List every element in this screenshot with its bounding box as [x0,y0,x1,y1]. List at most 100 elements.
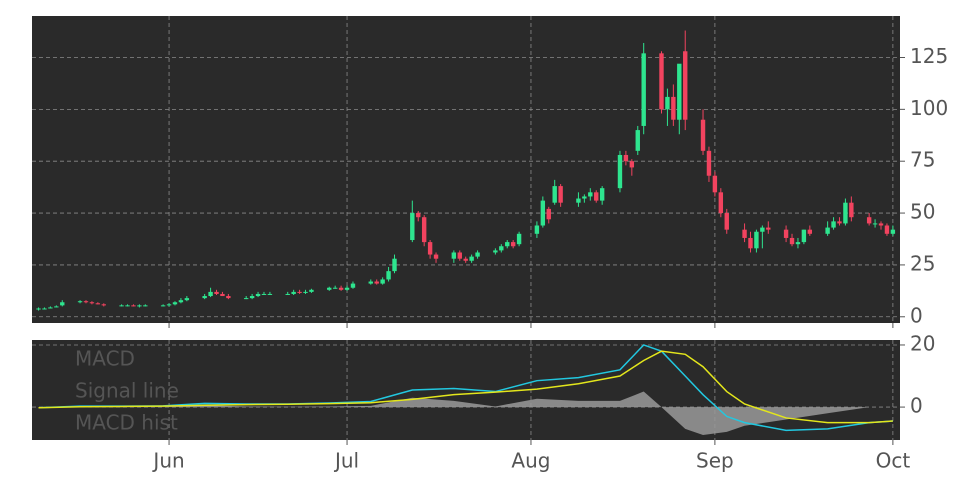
y-tick-label: 0 [910,394,923,418]
candle-body [427,242,433,255]
candle-body [795,242,801,245]
candle-body [261,293,267,295]
candle-body [255,293,261,297]
candle-body [677,63,682,120]
candle-body [843,202,848,224]
candle-body [83,301,89,303]
candle-body [344,287,350,290]
legend-entry: MACD [75,347,135,371]
candle-body [712,175,718,193]
candle-body [184,298,190,301]
candle-body [297,291,302,293]
candle-body [623,154,629,162]
candle-body [327,287,332,290]
candle-body [825,227,830,234]
candle-body [801,229,807,243]
candle-body [77,301,83,303]
candle-body [866,217,872,224]
x-tick-label: Sep [696,449,734,473]
candle-body [303,291,308,293]
candle-body [505,242,510,247]
candle-body [131,305,136,307]
y-tick-label: 50 [910,200,935,224]
candle-body [641,53,646,126]
candle-body [208,291,213,297]
candle-body [89,302,95,304]
candle-body [451,252,457,259]
candle-body [350,283,356,288]
candle-body [380,279,385,284]
candle-body [220,293,225,297]
candle-body [166,304,172,306]
candle-body [137,305,142,307]
legend-entry: Signal line [75,379,179,403]
candle-body [143,305,148,307]
candle-body [368,281,373,284]
candle-body [617,154,623,189]
candle-body [457,252,462,259]
candle-body [267,293,273,295]
candle-body [160,305,166,307]
price-panel [32,16,900,323]
candle-body [807,229,813,234]
candle-body [291,291,296,294]
candle-body [48,307,53,309]
candle-body [724,213,729,230]
candle-body [594,192,599,201]
candle-body [243,298,249,300]
candle-body [338,287,344,290]
candle-body [671,96,676,120]
candle-body [599,188,605,201]
candle-body [249,296,255,299]
candle-body [285,293,290,295]
legend-entry: MACD hist [75,411,178,435]
hist-area [38,391,893,436]
candle-body [576,198,581,203]
candle-body [718,192,724,214]
candle-body [884,225,890,234]
y-tick-label: 100 [910,96,948,120]
candle-body [386,271,391,280]
candle-body [546,208,551,220]
candle-body [706,150,712,176]
candle-body [742,229,747,238]
candle-body [510,242,516,247]
candle-body [588,192,593,197]
candle-body [101,304,106,306]
candle-body [635,130,640,151]
candle-body [469,256,474,261]
candle-body [754,231,759,249]
candle-body [54,306,59,308]
candle-body [552,186,557,203]
indicator-line [38,350,893,424]
y-tick-label: 25 [910,251,935,275]
candle-body [332,287,338,289]
candle-body [36,308,41,310]
candle-body [748,237,753,249]
candle-body [119,305,124,307]
candle-body [831,221,836,228]
candle-body [463,258,468,261]
candle-body [789,237,795,245]
y-tick-label: 0 [910,303,923,327]
candle-body [416,213,421,218]
candle-body [475,252,480,257]
candle-body [558,186,563,203]
candle-body [540,200,546,226]
candle-body [516,233,522,245]
candle-body [60,302,65,306]
candle-body [659,53,664,110]
candle-body [783,229,789,238]
candle-body [849,202,854,218]
indicator-line [38,344,893,432]
candle-body [125,305,130,307]
candle-body [878,223,884,226]
candle-body [837,221,842,224]
candle-body [172,302,178,305]
x-tick-label: Oct [876,449,911,473]
x-tick-label: Jul [333,449,359,473]
plot-layer: 0 25 50 75 100 125 0 20 MACD hist MACD Signal line… [32,16,948,473]
candle-body [309,289,314,292]
candle-body [872,223,878,225]
